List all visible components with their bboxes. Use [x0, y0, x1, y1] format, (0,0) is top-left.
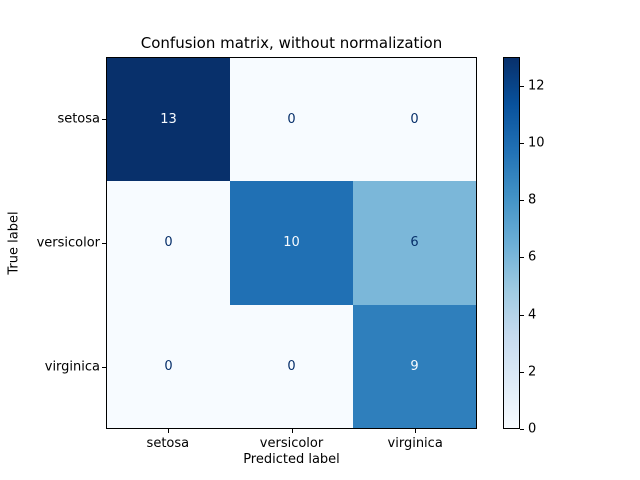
matrix-cell-versicolor-versicolor: 10 — [230, 181, 353, 305]
colorbar-tick-label-2: 2 — [528, 364, 537, 380]
colorbar-tick-mark — [520, 85, 524, 87]
matrix-cell-setosa-virginica: 0 — [353, 58, 476, 182]
x-tick-mark — [415, 429, 417, 433]
matrix-cell-virginica-virginica: 9 — [353, 304, 476, 428]
colorbar-tick-mark — [520, 257, 524, 259]
y-tick-mark — [102, 243, 106, 244]
colorbar — [503, 57, 520, 429]
matrix-cell-setosa-versicolor: 0 — [230, 58, 353, 182]
colorbar-tick-label-0: 0 — [528, 421, 537, 437]
matrix-cell-versicolor-virginica: 6 — [353, 181, 476, 305]
x-axis-label: Predicted label — [243, 452, 340, 467]
colorbar-tick-mark — [520, 314, 524, 316]
y-tick-mark — [102, 367, 106, 368]
matrix-cell-versicolor-setosa: 0 — [107, 181, 230, 305]
x-tick-mark — [167, 429, 169, 433]
colorbar-tick-mark — [520, 200, 524, 202]
x-tick-mark — [291, 429, 293, 433]
colorbar-tick-mark — [520, 371, 524, 373]
matrix-cell-setosa-setosa: 13 — [107, 58, 230, 182]
y-tick-label-virginica: virginica — [44, 359, 100, 375]
colorbar-tick-mark — [520, 429, 524, 430]
colorbar-tick-mark — [520, 142, 524, 144]
y-tick-mark — [102, 119, 106, 120]
heatmap-axes: 13 0 0 0 10 6 0 0 9 — [106, 57, 477, 429]
colorbar-tick-label-10: 10 — [528, 135, 545, 151]
x-tick-label-versicolor: versicolor — [259, 436, 324, 451]
colorbar-tick-label-12: 12 — [528, 78, 545, 94]
chart-title: Confusion matrix, without normalization — [140, 34, 443, 52]
y-tick-label-setosa: setosa — [57, 111, 100, 127]
colorbar-tick-label-8: 8 — [528, 192, 537, 208]
y-tick-label-versicolor: versicolor — [36, 235, 100, 251]
x-tick-label-setosa: setosa — [146, 436, 190, 451]
matrix-cell-virginica-versicolor: 0 — [230, 304, 353, 428]
colorbar-tick-label-6: 6 — [528, 249, 537, 265]
x-tick-label-virginica: virginica — [387, 436, 443, 451]
y-axis-label: True label — [6, 211, 22, 275]
matrix-cell-virginica-setosa: 0 — [107, 304, 230, 428]
colorbar-tick-label-4: 4 — [528, 307, 537, 323]
